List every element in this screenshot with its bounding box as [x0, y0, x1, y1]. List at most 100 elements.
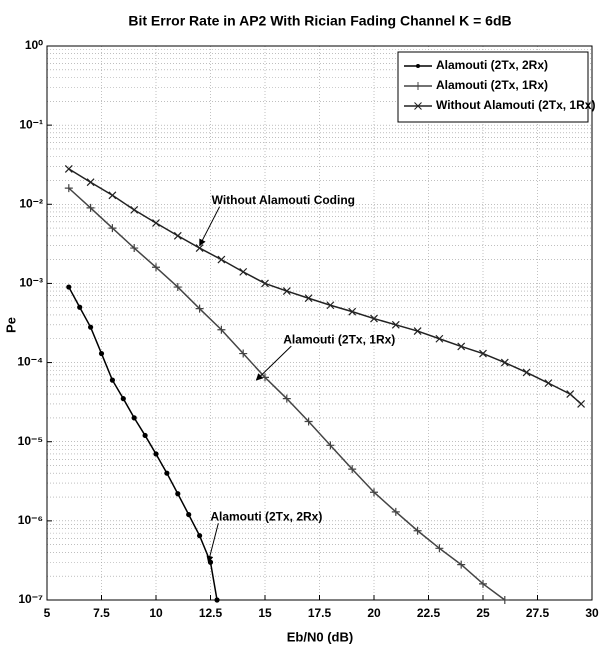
y-tick-label: 10⁰	[25, 38, 43, 52]
chart-title: Bit Error Rate in AP2 With Rician Fading…	[128, 13, 511, 29]
marker	[175, 491, 181, 497]
marker	[173, 283, 182, 292]
x-tick-label: 22.5	[417, 606, 441, 620]
marker	[87, 324, 94, 330]
marker	[282, 394, 291, 403]
x-tick-label: 27.5	[526, 606, 550, 620]
marker	[413, 526, 422, 535]
marker	[109, 377, 116, 383]
marker	[304, 294, 313, 303]
y-tick-label: 10⁻⁴	[17, 355, 43, 369]
x-tick-label: 5	[44, 606, 51, 620]
legend-marker-shape	[414, 82, 422, 90]
legend-marker	[414, 82, 422, 90]
y-tick-label: 10⁻⁶	[18, 513, 43, 527]
marker	[164, 470, 170, 476]
marker	[98, 350, 105, 357]
x-tick-label: 30	[585, 606, 599, 620]
y-axis-label: Pe	[3, 317, 18, 333]
marker	[282, 287, 291, 296]
x-tick-label: 10	[149, 606, 163, 620]
marker	[500, 358, 509, 367]
annotation-text: Without Alamouti Coding	[212, 193, 355, 207]
marker	[217, 255, 226, 264]
marker	[370, 488, 378, 497]
marker	[261, 279, 269, 288]
legend-label: Alamouti (2Tx, 2Rx)	[436, 58, 548, 72]
marker	[348, 307, 357, 316]
marker	[195, 304, 204, 313]
x-axis-label: Eb/N0 (dB)	[287, 629, 353, 644]
x-tick-label: 17.5	[308, 606, 332, 620]
marker	[370, 314, 378, 323]
marker	[108, 191, 117, 200]
marker	[304, 417, 313, 426]
plot-frame	[46, 45, 593, 601]
legend-label: Without Alamouti (2Tx, 1Rx)	[436, 98, 595, 112]
marker	[66, 284, 72, 290]
marker	[131, 415, 137, 421]
marker	[214, 597, 220, 603]
marker	[152, 263, 160, 272]
legend-box	[397, 51, 589, 123]
marker	[86, 203, 95, 212]
marker	[326, 441, 335, 450]
x-tick-label: 12.5	[199, 606, 223, 620]
x-tick-label: 15	[258, 606, 272, 620]
marker	[186, 511, 192, 518]
marker	[239, 267, 248, 276]
marker	[77, 304, 83, 310]
series-line	[68, 286, 218, 601]
legend-marker-shape	[416, 64, 420, 68]
legend-label: Alamouti (2Tx, 1Rx)	[436, 78, 548, 92]
marker	[197, 533, 203, 539]
marker	[391, 320, 400, 329]
y-tick-label: 10⁻⁷	[18, 592, 43, 606]
x-tick-label: 7.5	[93, 606, 110, 620]
annotation-arrow	[206, 523, 219, 563]
annotation-arrow	[199, 206, 221, 247]
marker	[217, 325, 226, 334]
marker	[457, 342, 466, 351]
marker	[544, 379, 553, 388]
marker	[348, 465, 357, 474]
annotation-arrow	[255, 345, 292, 381]
marker	[152, 219, 160, 227]
marker	[86, 178, 95, 187]
marker	[153, 451, 159, 457]
y-tick-label: 10⁻⁵	[18, 434, 43, 448]
marker	[142, 432, 148, 439]
marker	[457, 560, 466, 569]
annotation-text: Alamouti (2Tx, 1Rx)	[283, 332, 395, 346]
marker	[479, 579, 487, 588]
marker	[435, 334, 444, 343]
x-tick-label: 20	[367, 606, 381, 620]
x-tick-label: 25	[476, 606, 490, 620]
legend-marker	[416, 64, 420, 68]
marker	[566, 390, 575, 398]
marker	[326, 301, 335, 310]
marker	[64, 164, 73, 173]
marker	[413, 327, 422, 336]
y-tick-label: 10⁻²	[19, 196, 43, 210]
marker	[239, 349, 248, 358]
marker	[130, 244, 139, 253]
annotation-text: Alamouti (2Tx, 2Rx)	[210, 509, 322, 523]
legend-marker-shape	[414, 102, 422, 110]
marker	[577, 400, 586, 408]
y-tick-label: 10⁻¹	[19, 117, 43, 131]
marker	[120, 396, 126, 402]
legend-marker	[414, 102, 422, 110]
marker	[173, 231, 182, 240]
marker	[108, 224, 117, 233]
marker	[479, 349, 487, 358]
marker	[500, 596, 509, 604]
marker	[522, 368, 531, 377]
marker	[64, 184, 73, 193]
marker	[391, 507, 400, 516]
y-tick-label: 10⁻³	[19, 276, 43, 290]
marker	[130, 205, 139, 214]
marker	[435, 544, 444, 553]
